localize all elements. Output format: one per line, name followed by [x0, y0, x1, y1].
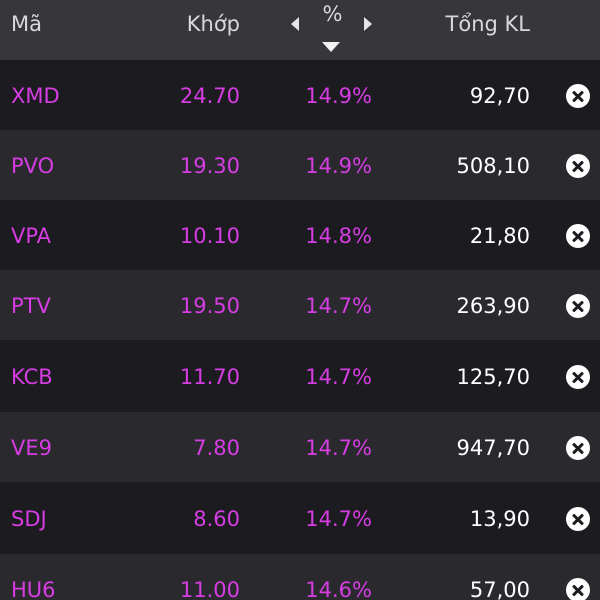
table-row[interactable]: PTV 19.50 14.7% 263,90 [0, 270, 600, 340]
percent-change: 14.6% [305, 578, 372, 600]
table-row[interactable]: PVO 19.30 14.9% 508,10 [0, 130, 600, 200]
stock-code: PVO [11, 154, 55, 178]
total-volume: 263,90 [456, 294, 530, 318]
total-volume: 21,80 [469, 224, 530, 248]
table-row[interactable]: XMD 24.70 14.9% 92,70 [0, 60, 600, 130]
match-price: 8.60 [193, 507, 240, 531]
remove-circle-icon[interactable] [566, 154, 590, 178]
chevron-right-icon[interactable] [364, 17, 372, 31]
percent-change: 14.7% [305, 294, 372, 318]
percent-change: 14.7% [305, 436, 372, 460]
match-price: 10.10 [179, 224, 240, 248]
total-volume: 57,00 [469, 578, 530, 600]
match-price: 19.30 [179, 154, 240, 178]
remove-circle-icon[interactable] [566, 84, 590, 108]
match-price: 11.00 [179, 578, 240, 600]
match-price: 11.70 [179, 365, 240, 389]
total-volume: 92,70 [469, 84, 530, 108]
match-price: 19.50 [179, 294, 240, 318]
total-volume: 125,70 [456, 365, 530, 389]
total-volume: 947,70 [456, 436, 530, 460]
percent-change: 14.9% [305, 154, 372, 178]
column-header-price[interactable]: Khớp [186, 12, 240, 36]
stock-code: KCB [11, 365, 53, 389]
column-header-volume[interactable]: Tổng KL [445, 12, 530, 36]
match-price: 24.70 [179, 84, 240, 108]
percent-change: 14.7% [305, 507, 372, 531]
column-header-code[interactable]: Mã [11, 12, 42, 36]
stock-code: XMD [11, 84, 60, 108]
table-row[interactable]: KCB 11.70 14.7% 125,70 [0, 341, 600, 411]
remove-circle-icon[interactable] [566, 365, 590, 389]
table-header: Mã Khớp % Tổng KL [0, 0, 600, 60]
chevron-left-icon[interactable] [291, 17, 299, 31]
total-volume: 13,90 [469, 507, 530, 531]
table-row[interactable]: VPA 10.10 14.8% 21,80 [0, 200, 600, 270]
stock-code: VE9 [11, 436, 52, 460]
percent-change: 14.8% [305, 224, 372, 248]
stock-code: HU6 [11, 578, 56, 600]
column-header-percent[interactable]: % [285, 2, 380, 58]
table-row[interactable]: VE9 7.80 14.7% 947,70 [0, 412, 600, 482]
remove-circle-icon[interactable] [566, 507, 590, 531]
remove-circle-icon[interactable] [566, 224, 590, 248]
percent-change: 14.7% [305, 365, 372, 389]
sort-descending-icon[interactable] [322, 42, 340, 52]
table-row[interactable]: HU6 11.00 14.6% 57,00 [0, 554, 600, 600]
table-row[interactable]: SDJ 8.60 14.7% 13,90 [0, 483, 600, 553]
total-volume: 508,10 [456, 154, 530, 178]
percent-change: 14.9% [305, 84, 372, 108]
stock-code: VPA [11, 224, 52, 248]
stock-code: PTV [11, 294, 51, 318]
remove-circle-icon[interactable] [566, 294, 590, 318]
remove-circle-icon[interactable] [566, 436, 590, 460]
match-price: 7.80 [193, 436, 240, 460]
column-header-percent-label: % [322, 2, 343, 26]
remove-circle-icon[interactable] [566, 578, 590, 600]
stock-code: SDJ [11, 507, 47, 531]
